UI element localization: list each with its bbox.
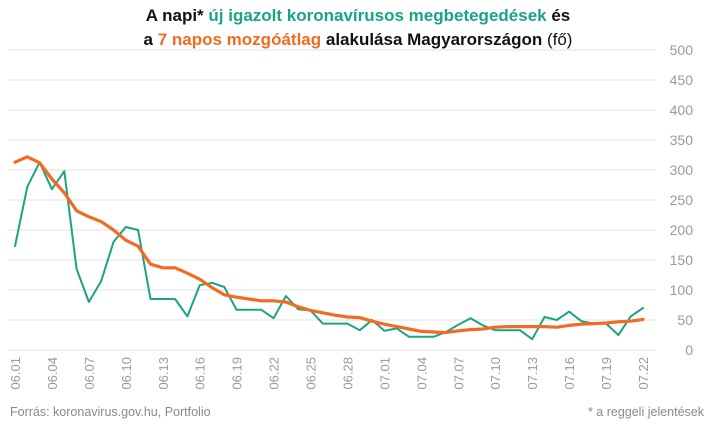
title-line-1: A napi* új igazolt koronavírusos megbete… [145, 6, 571, 25]
x-tick-label: 07.22 [636, 357, 651, 390]
x-tick-label: 06.22 [267, 357, 282, 390]
source-note: Forrás: koronavirus.gov.hu, Portfolio [10, 405, 211, 419]
y-tick-label: 450 [670, 72, 694, 88]
chart-title: A napi* új igazolt koronavírusos megbete… [0, 4, 716, 52]
title-moving-average: 7 napos mozgóátlag [157, 30, 322, 49]
x-tick-label: 07.19 [599, 357, 614, 390]
x-tick-label: 07.10 [488, 357, 503, 390]
title-line-2: a 7 napos mozgóátlag alakulása Magyarors… [143, 30, 573, 49]
y-tick-label: 400 [670, 102, 694, 118]
x-tick-label: 06.10 [119, 357, 134, 390]
x-tick-label: 06.04 [45, 357, 60, 390]
x-tick-label: 07.01 [377, 357, 392, 390]
x-tick-label: 06.13 [156, 357, 171, 390]
x-tick-label: 06.19 [230, 357, 245, 390]
y-tick-label: 50 [677, 312, 693, 328]
x-tick-label: 07.13 [525, 357, 540, 390]
y-tick-label: 0 [685, 342, 693, 358]
title-daily-cases: új igazolt koronavírusos megbetegedések [208, 6, 547, 25]
y-tick-label: 150 [670, 252, 694, 268]
y-tick-label: 350 [670, 132, 694, 148]
y-tick-label: 250 [670, 192, 694, 208]
x-tick-label: 06.25 [304, 357, 319, 390]
x-tick-label: 06.28 [340, 357, 355, 390]
y-tick-label: 100 [670, 282, 694, 298]
x-tick-label: 07.16 [562, 357, 577, 390]
x-tick-label: 07.04 [414, 357, 429, 390]
x-tick-label: 06.16 [193, 357, 208, 390]
x-tick-label: 06.01 [8, 357, 23, 390]
y-tick-label: 500 [670, 42, 694, 58]
y-tick-label: 300 [670, 162, 694, 178]
series-line-moving-average [13, 155, 645, 335]
x-tick-label: 06.07 [82, 357, 97, 390]
footnote: * a reggeli jelentések [587, 405, 704, 419]
y-tick-label: 200 [670, 222, 694, 238]
x-tick-label: 07.07 [451, 357, 466, 390]
